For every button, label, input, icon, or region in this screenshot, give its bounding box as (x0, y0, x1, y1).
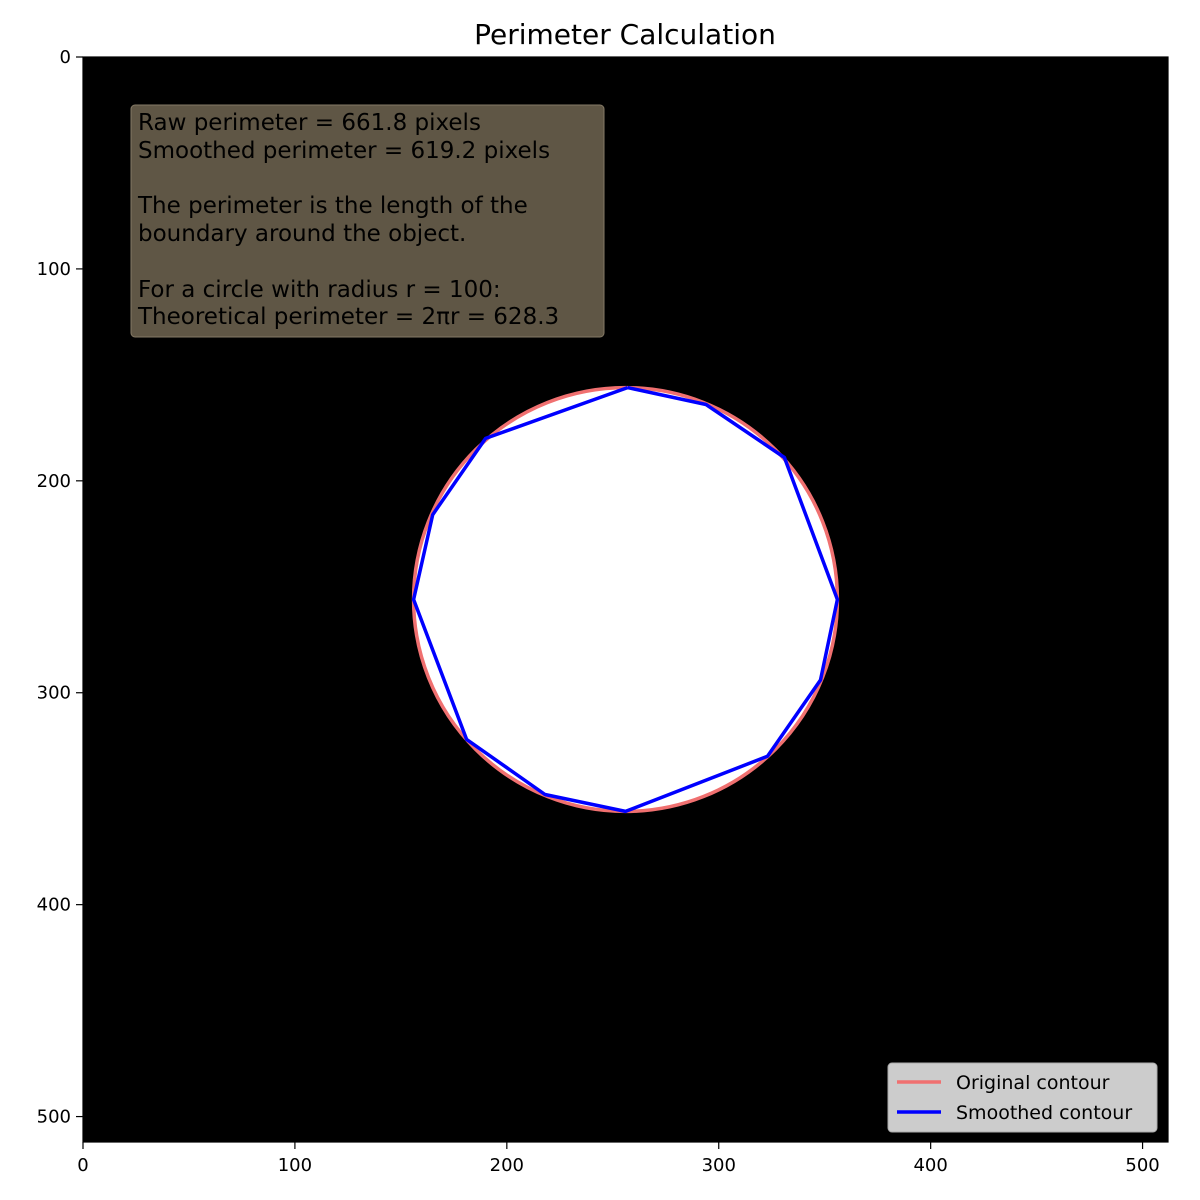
legend-background (887, 1062, 1158, 1133)
object-disc (413, 387, 838, 812)
info-line: boundary around the object. (138, 221, 466, 247)
x-tick-label: 500 (1125, 1155, 1159, 1176)
x-tick-label: 200 (490, 1155, 524, 1176)
x-tick-label: 0 (77, 1155, 88, 1176)
y-tick-label: 0 (60, 47, 71, 68)
smoothed-contour (411, 385, 840, 814)
info-line: Smoothed perimeter = 619.2 pixels (138, 138, 550, 164)
x-tick-label: 300 (702, 1155, 736, 1176)
y-axis: 0 100 200 300 400 500 (37, 47, 83, 1128)
chart-title: Perimeter Calculation (474, 18, 776, 51)
y-tick-label: 300 (37, 683, 71, 704)
legend-label: Original contour (956, 1072, 1110, 1094)
legend: Original contour Smoothed contour (887, 1062, 1158, 1133)
info-line: Raw perimeter = 661.8 pixels (138, 110, 481, 136)
info-box-background (130, 104, 605, 338)
x-axis: 0 100 200 300 400 500 (77, 1142, 1160, 1176)
legend-label: Smoothed contour (956, 1102, 1132, 1124)
info-line: For a circle with radius r = 100: (138, 277, 501, 303)
y-tick-label: 400 (37, 895, 71, 916)
plot-frame (82, 56, 1169, 1143)
x-tick-label: 400 (913, 1155, 947, 1176)
x-tick-label: 100 (278, 1155, 312, 1176)
y-tick-label: 500 (37, 1107, 71, 1128)
y-tick-label: 100 (37, 259, 71, 280)
info-line: The perimeter is the length of the (137, 193, 528, 219)
info-line: Theoretical perimeter = 2πr = 628.3 (137, 304, 559, 330)
y-tick-label: 200 (37, 471, 71, 492)
